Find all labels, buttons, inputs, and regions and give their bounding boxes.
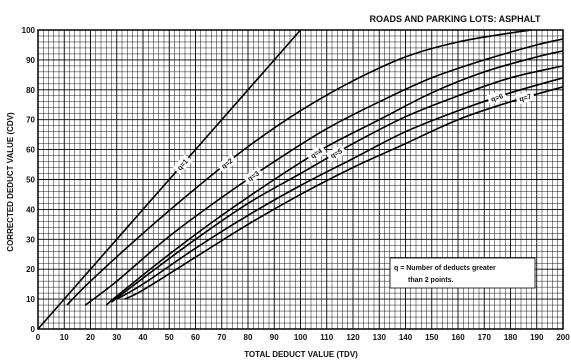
x-tick-labels: 0 10 20 30 40 50 60 70 80 90 100 110 120 130 140 150 160… [36, 333, 570, 342]
x-tick-label: 110 [320, 333, 333, 342]
x-tick-label: 90 [270, 333, 279, 342]
x-tick-label: 0 [36, 333, 41, 342]
y-axis-label: CORRECTED DEDUCT VALUE (CDV) [6, 112, 15, 252]
x-tick-label: 200 [556, 333, 570, 342]
curve-label-background [306, 144, 327, 163]
plot-frame [37, 29, 564, 330]
x-tick-label: 120 [346, 333, 360, 342]
x-tick-label: 70 [217, 333, 226, 342]
x-tick-label: 190 [530, 333, 544, 342]
curve-label-background [486, 89, 508, 106]
x-tick-label: 160 [451, 333, 465, 342]
curve-label-background [172, 154, 193, 175]
curve-label-text: q=6 [490, 93, 504, 104]
note-box-background [389, 257, 536, 289]
curves: q=1 q=2q=3q=4 q=5q=6 q=7 [37, 29, 564, 330]
note-line-2: than 2 points. [408, 277, 454, 284]
x-tick-label: 80 [244, 333, 253, 342]
y-tick-label: 90 [26, 56, 35, 65]
y-tick-label: 0 [31, 325, 36, 334]
curve-q1 [37, 29, 302, 330]
y-tick-label: 40 [26, 205, 35, 214]
chart-title: ROADS AND PARKING LOTS: ASPHALT [370, 14, 541, 24]
x-tick-label: 100 [294, 333, 308, 342]
curve-q7 [124, 86, 564, 300]
y-tick-label: 100 [22, 26, 36, 35]
curve-label-q6: q=6 [486, 89, 508, 106]
y-tick-label: 30 [26, 235, 35, 244]
x-tick-label: 50 [165, 333, 174, 342]
y-tick-label: 10 [26, 295, 35, 304]
curve-q5 [111, 65, 564, 303]
x-tick-label: 130 [373, 333, 387, 342]
y-tick-label: 20 [26, 265, 35, 274]
y-tick-label: 70 [26, 116, 35, 125]
curve-label-background [242, 166, 264, 186]
y-tick-labels: 0 10 20 30 40 50 60 70 80 90 100 [22, 26, 36, 334]
curve-label-q5: q=5 [325, 144, 347, 163]
curve-label-background [216, 153, 238, 173]
x-tick-label: 40 [139, 333, 148, 342]
x-tick-label: 60 [191, 333, 200, 342]
y-tick-label: 80 [26, 86, 35, 95]
x-tick-label: 180 [504, 333, 518, 342]
note-box: q = Number of deducts greater than 2 poi… [389, 257, 536, 289]
curve-label-background [515, 90, 536, 105]
x-tick-label: 150 [425, 333, 439, 342]
x-tick-label: 10 [60, 333, 69, 342]
y-tick-label: 50 [26, 176, 35, 185]
curve-q2 [66, 29, 532, 306]
x-tick-label: 30 [112, 333, 121, 342]
note-line-1: q = Number of deducts greater [394, 265, 496, 272]
x-tick-label: 140 [399, 333, 413, 342]
y-tick-label: 60 [26, 146, 35, 155]
x-tick-label: 170 [478, 333, 492, 342]
curve-q3 [84, 38, 564, 306]
curve-label-q7: q=7 [515, 90, 536, 105]
curve-q6 [116, 77, 564, 300]
curve-label-text: q=7 [519, 93, 533, 103]
curve-label-background [325, 144, 347, 163]
x-tick-label: 20 [86, 333, 95, 342]
curve-q4 [105, 50, 564, 306]
x-axis-label: TOTAL DEDUCT VALUE (TDV) [244, 350, 358, 359]
